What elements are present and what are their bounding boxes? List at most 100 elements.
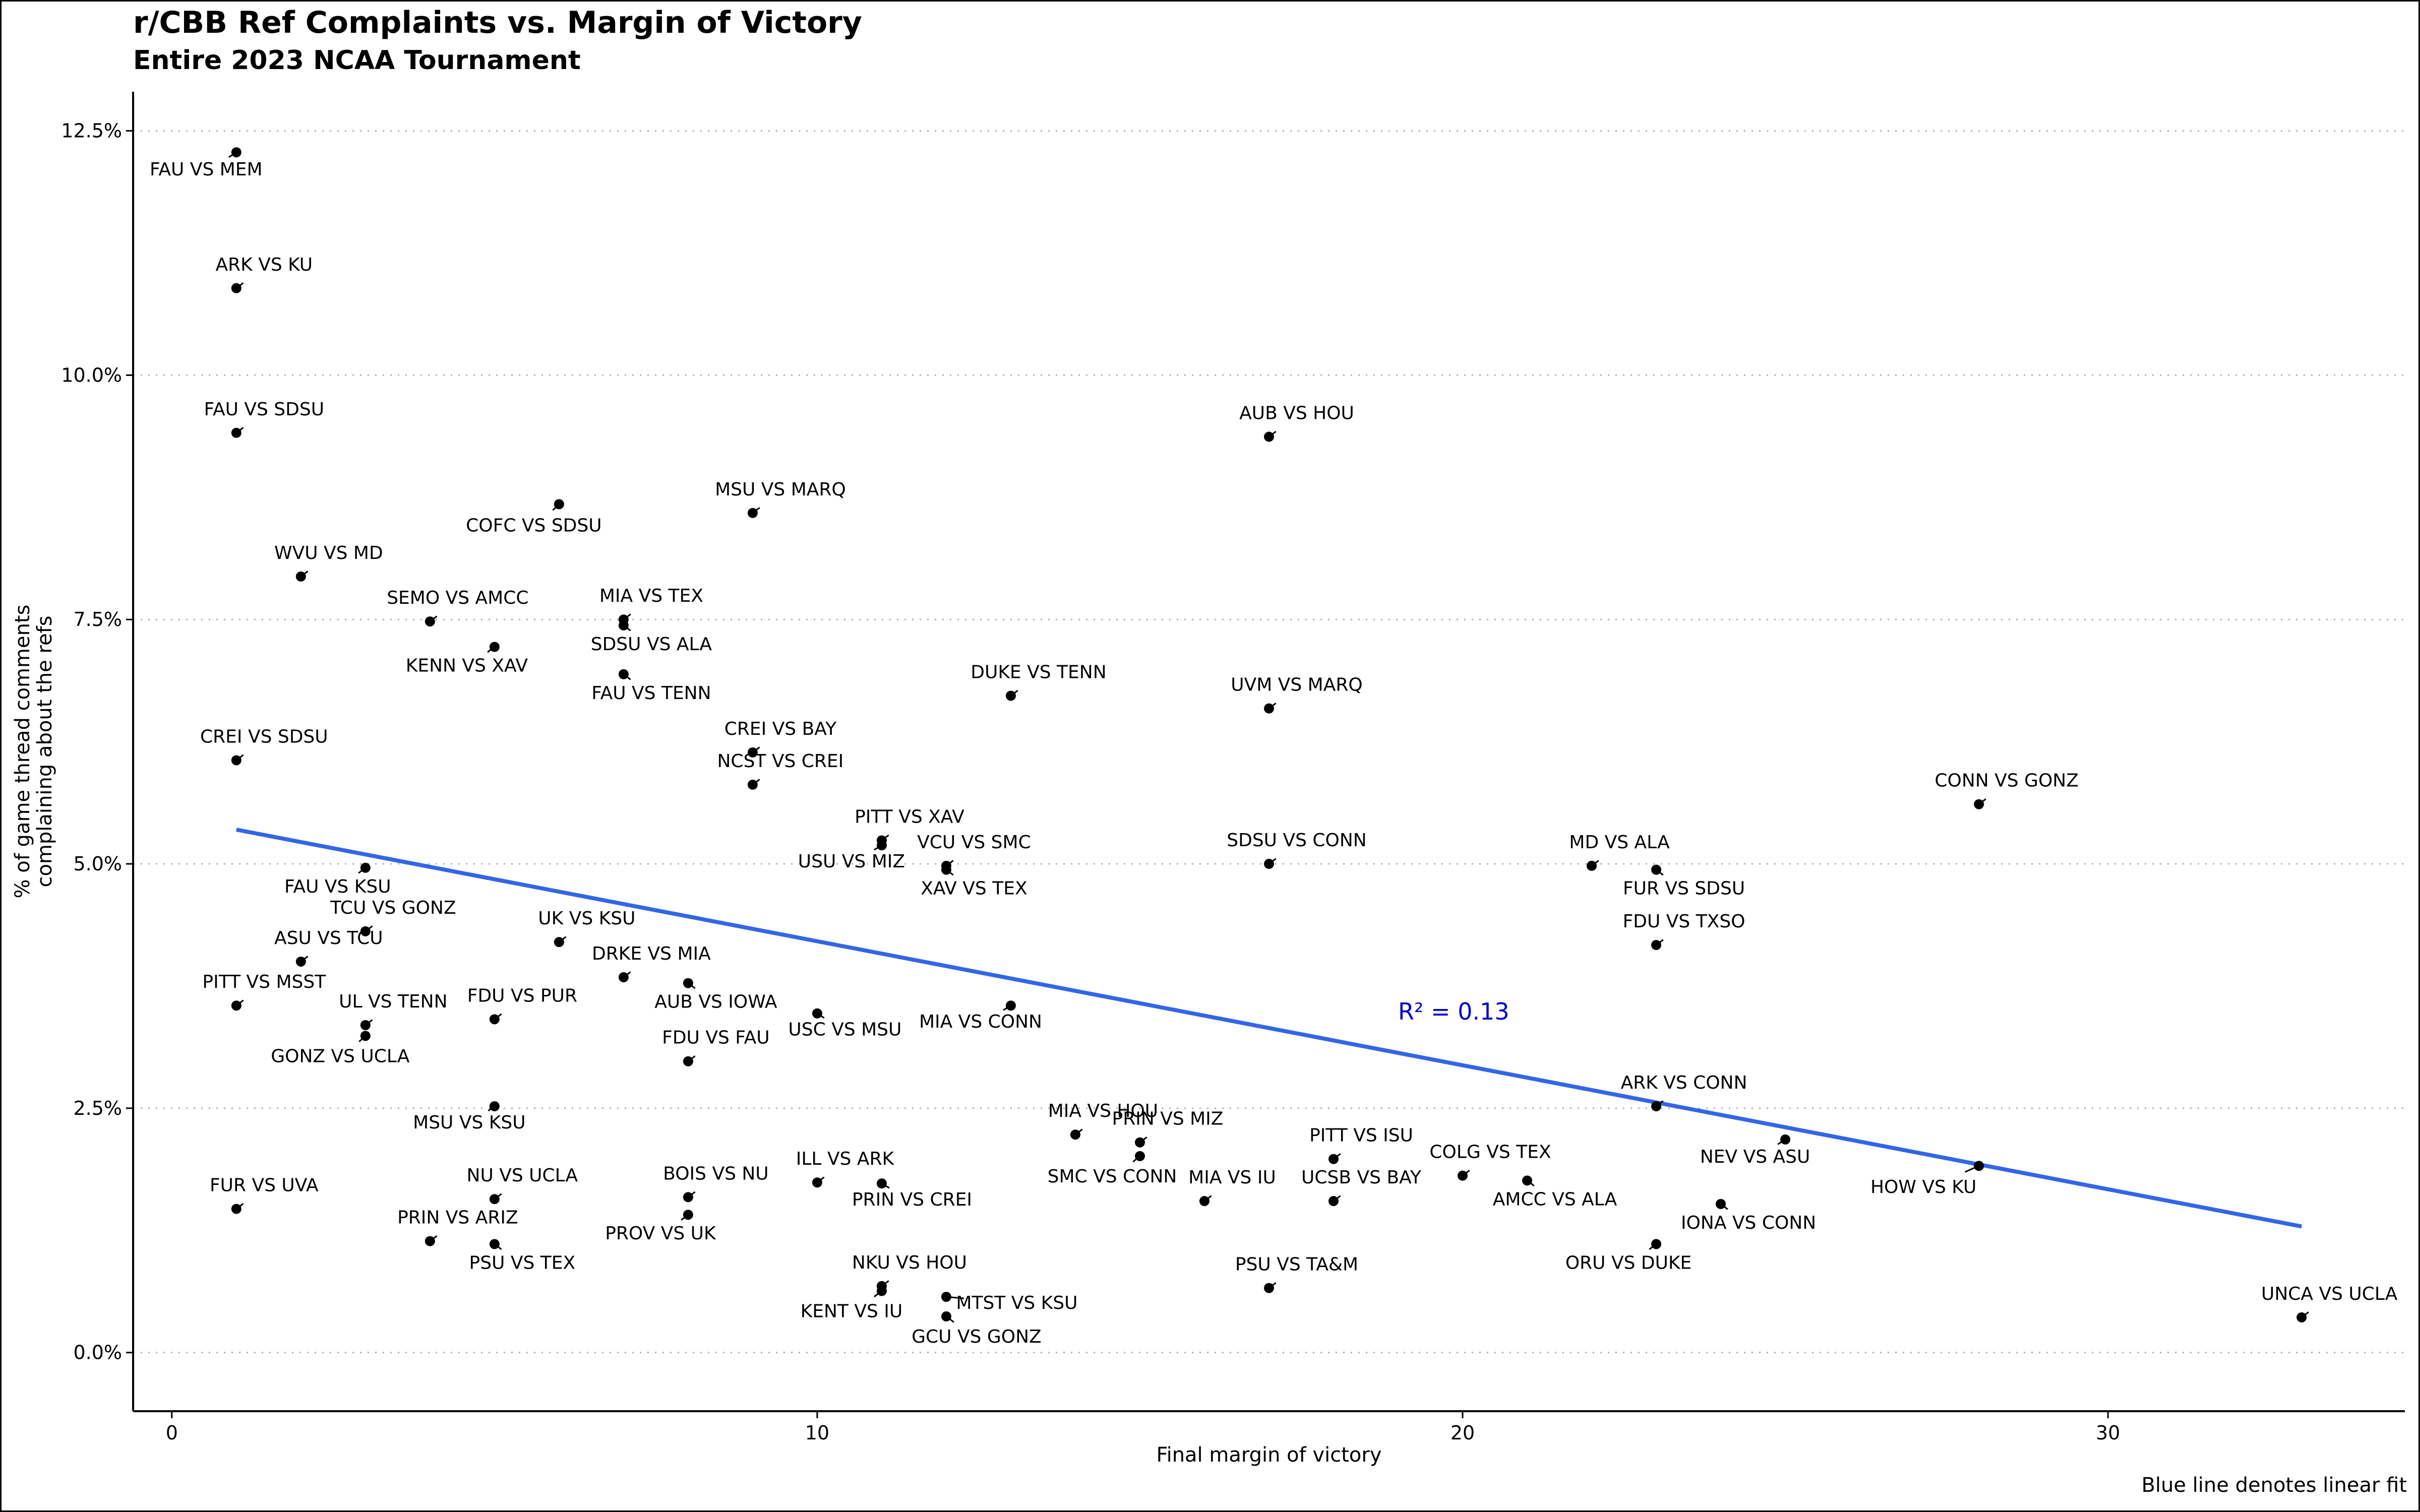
data-point-label: PRIN VS CREI [852,1189,972,1210]
x-tick-label: 10 [805,1422,829,1444]
data-point-label: NU VS UCLA [467,1165,578,1186]
data-point-label: CREI VS BAY [724,719,837,739]
data-point [1070,1129,1080,1140]
data-point [1651,939,1662,950]
data-point [231,1000,241,1011]
data-point-label: UVM VS MARQ [1231,675,1362,696]
data-point [941,1292,951,1302]
data-point [231,283,241,293]
y-tick-label: 7.5% [73,608,122,631]
data-point-label: ASU VS TCU [274,928,383,949]
data-point [360,926,371,936]
data-point-label: XAV VS TEX [921,878,1027,899]
y-tick-label: 0.0% [73,1342,122,1364]
data-point-label: ARK VS KU [216,255,313,275]
data-point [1974,799,1984,809]
x-axis-title: Final margin of victory [1156,1443,1381,1467]
data-point-label: NEV VS ASU [1700,1147,1810,1167]
data-point [747,508,758,518]
data-point [425,1236,435,1246]
data-point-label: PITT VS ISU [1309,1125,1413,1146]
data-point-label: UL VS TENN [339,991,447,1012]
chart-title: r/CBB Ref Complaints vs. Margin of Victo… [133,5,862,40]
x-tick-label: 0 [166,1422,178,1444]
data-point [876,1178,887,1189]
data-point [295,571,306,582]
data-point [231,755,241,766]
x-tick-label: 20 [1450,1422,1475,1444]
data-point [1458,1170,1468,1181]
data-point [554,499,564,510]
y-tick-label: 5.0% [73,853,122,875]
data-point-label: AUB VS HOU [1239,403,1354,424]
data-point [941,864,951,875]
data-point [618,669,629,679]
data-point [425,616,435,627]
data-point-label: GONZ VS UCLA [271,1046,410,1066]
x-tick-label: 30 [2096,1422,2120,1444]
data-point-label: UCSB VS BAY [1301,1167,1422,1188]
data-point-label: DRKE VS MIA [592,943,711,964]
data-point-label: CREI VS SDSU [200,726,328,747]
data-point-label: MIA VS HOU [1048,1101,1158,1121]
data-point-label: FDU VS TXSO [1623,911,1745,932]
data-point-label: PROV VS UK [605,1223,716,1244]
data-point-label: NKU VS HOU [852,1252,967,1273]
data-point [683,1192,693,1203]
data-point-label: GCU VS GONZ [912,1327,1042,1347]
data-point [231,427,241,438]
data-point [1134,1151,1145,1161]
data-point [941,1311,951,1321]
data-point [489,1194,500,1205]
y-tick-label: 2.5% [73,1097,122,1119]
data-point-label: PSU VS TA&M [1235,1254,1358,1275]
data-point [618,972,629,982]
data-point [683,1056,693,1066]
y-axis-title: % of game thread commentscomplaining abo… [11,605,56,899]
data-point [1264,703,1274,714]
data-point-label: FDU VS FAU [662,1028,770,1048]
y-tick-label: 10.0% [61,364,122,386]
data-point [876,840,887,851]
data-point [1651,1239,1662,1249]
data-point [1005,1000,1016,1011]
data-point-label: DUKE VS TENN [971,662,1106,682]
data-point-label: MIA VS CONN [919,1012,1042,1032]
data-point [1716,1199,1726,1209]
data-point [360,1031,371,1041]
data-point-label: AUB VS IOWA [654,992,777,1013]
data-point [876,1286,887,1296]
data-point [1005,690,1016,701]
data-point [618,620,629,631]
data-point [812,1008,822,1019]
data-point-label: PITT VS XAV [855,806,964,827]
data-point-label: BOIS VS NU [663,1163,769,1184]
data-point [1587,860,1597,871]
data-point [2296,1312,2307,1322]
data-point-label: IONA VS CONN [1681,1213,1816,1233]
y-axis-title-line: % of game thread comments [11,605,34,899]
data-point-label: ILL VS ARK [796,1149,895,1169]
data-point-label: HOW VS KU [1870,1177,1976,1198]
data-point-label: FAU VS KSU [284,876,391,897]
data-point-label: SMC VS CONN [1048,1166,1177,1187]
data-point [489,1239,500,1249]
data-point-label: FUR VS UVA [210,1175,319,1196]
data-point [747,779,758,790]
data-point-label: AMCC VS ALA [1493,1189,1617,1210]
data-point-label: NCST VS CREI [717,751,844,772]
data-point [231,1204,241,1214]
data-point [360,1020,371,1030]
data-point [1264,431,1274,442]
data-point-label: SDSU VS ALA [591,634,712,655]
data-point [1974,1161,1984,1171]
data-point [683,978,693,988]
data-point [812,1177,822,1188]
data-point-label: UK VS KSU [538,908,635,929]
data-point [1651,1101,1662,1111]
data-point-label: MTST VS KSU [956,1293,1077,1313]
data-point-label: FAU VS TENN [591,683,711,704]
data-point [489,1101,500,1111]
data-point-label: COFC VS SDSU [466,515,601,536]
